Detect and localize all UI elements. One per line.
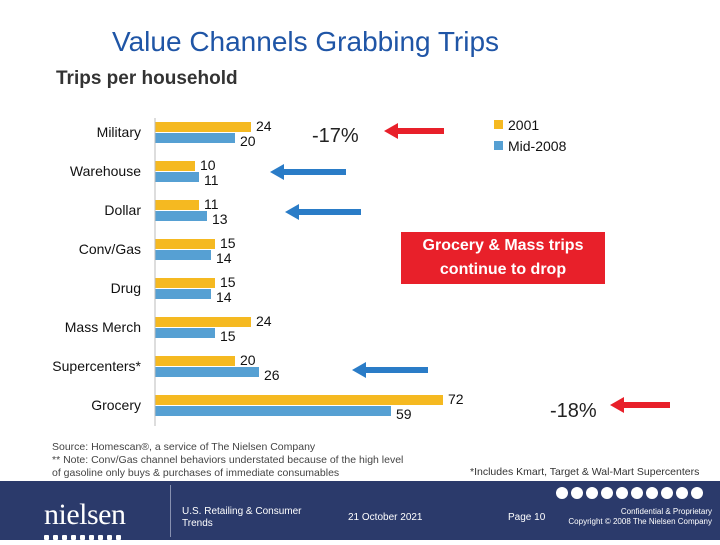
- category-label-grocery: Grocery: [91, 397, 141, 413]
- bar-mid2008-dollar: [155, 211, 207, 221]
- logo-dots: [44, 527, 125, 545]
- legend-label-mid2008: Mid-2008: [508, 138, 567, 154]
- value-label-2001-military: 24: [256, 118, 272, 134]
- blue-arrow-dollar-shaft: [297, 209, 361, 215]
- footer-legal: Confidential & Proprietary Copyright © 2…: [566, 507, 712, 527]
- value-label-2001-mass-merch: 24: [256, 313, 272, 329]
- bar-mid2008-conv-gas: [155, 250, 211, 260]
- footer-dot-row: [556, 486, 706, 504]
- bar-2001-supercenters: [155, 356, 235, 366]
- footer-bar: [0, 481, 720, 540]
- supercenter-note: *Includes Kmart, Target & Wal-Mart Super…: [470, 466, 700, 478]
- red-arrow-grocery-shaft: [622, 402, 670, 408]
- bar-2001-warehouse: [155, 161, 195, 171]
- blue-arrow-warehouse-shaft: [282, 169, 346, 175]
- red-arrow-grocery-head: [610, 397, 624, 413]
- footer-department: U.S. Retailing & Consumer Trends: [182, 506, 302, 529]
- bar-2001-conv-gas: [155, 239, 215, 249]
- category-label-drug: Drug: [111, 280, 141, 296]
- bar-2001-mass-merch: [155, 317, 251, 327]
- callout-line-2: continue to drop: [439, 261, 567, 278]
- blue-arrow-warehouse-head: [270, 164, 284, 180]
- category-label-supercenters: Supercenters*: [52, 358, 141, 374]
- category-label-military: Military: [97, 124, 141, 140]
- value-label-mid2008-drug: 14: [216, 289, 232, 305]
- bar-mid2008-drug: [155, 289, 211, 299]
- legend-swatch-mid2008: [494, 141, 503, 150]
- conv-gas-note: ** Note: Conv/Gas channel behaviors unde…: [52, 454, 404, 479]
- blue-arrow-supercenters-head: [352, 362, 366, 378]
- chart-subtitle: Trips per household: [56, 68, 238, 89]
- bar-2001-dollar: [155, 200, 199, 210]
- legend-label-2001: 2001: [508, 117, 539, 133]
- category-label-dollar: Dollar: [104, 202, 141, 218]
- callout-line-1: Grocery & Mass trips: [422, 237, 584, 254]
- nielsen-logo: nielsen: [44, 498, 126, 531]
- page-title: Value Channels Grabbing Trips: [112, 26, 500, 57]
- footer-page-number: Page 10: [508, 512, 546, 523]
- footer-legal-line-1: Confidential & Proprietary: [620, 507, 712, 516]
- value-label-2001-dollar: 11: [204, 196, 219, 212]
- annotation-grocery: -18%: [550, 400, 597, 422]
- blue-arrow-supercenters-shaft: [364, 367, 428, 373]
- bar-mid2008-mass-merch: [155, 328, 215, 338]
- value-label-mid2008-conv-gas: 14: [216, 250, 232, 266]
- red-arrow-military-shaft: [396, 128, 444, 134]
- bar-mid2008-supercenters: [155, 367, 259, 377]
- bar-2001-drug: [155, 278, 215, 288]
- value-label-2001-supercenters: 20: [240, 352, 256, 368]
- bar-mid2008-warehouse: [155, 172, 199, 182]
- source-note: Source: Homescan®, a service of The Niel…: [52, 441, 316, 453]
- value-label-2001-warehouse: 10: [200, 157, 216, 173]
- blue-arrow-dollar-head: [285, 204, 299, 220]
- footer-legal-line-2: Copyright © 2008 The Nielsen Company: [568, 517, 712, 526]
- bar-2001-grocery: [155, 395, 443, 405]
- value-label-mid2008-supercenters: 26: [264, 367, 280, 383]
- value-label-mid2008-military: 20: [240, 133, 256, 149]
- category-label-warehouse: Warehouse: [70, 163, 141, 179]
- footer-divider: [170, 485, 171, 537]
- value-label-2001-drug: 15: [220, 274, 236, 290]
- footer-date: 21 October 2021: [348, 512, 423, 523]
- value-label-mid2008-warehouse: 11: [204, 172, 219, 188]
- value-label-mid2008-grocery: 59: [396, 406, 412, 422]
- red-arrow-military-head: [384, 123, 398, 139]
- value-label-mid2008-dollar: 13: [212, 211, 228, 227]
- legend-swatch-2001: [494, 120, 503, 129]
- category-label-mass-merch: Mass Merch: [65, 319, 141, 335]
- value-label-2001-grocery: 72: [448, 391, 464, 407]
- category-label-conv-gas: Conv/Gas: [79, 241, 141, 257]
- bar-mid2008-grocery: [155, 406, 391, 416]
- annotation-military: -17%: [312, 125, 359, 147]
- bar-mid2008-military: [155, 133, 235, 143]
- callout-box: Grocery & Mass trips continue to drop: [401, 232, 605, 284]
- footnotes: Source: Homescan®, a service of The Niel…: [52, 441, 412, 480]
- bar-2001-military: [155, 122, 251, 132]
- value-label-2001-conv-gas: 15: [220, 235, 236, 251]
- value-label-mid2008-mass-merch: 15: [220, 328, 236, 344]
